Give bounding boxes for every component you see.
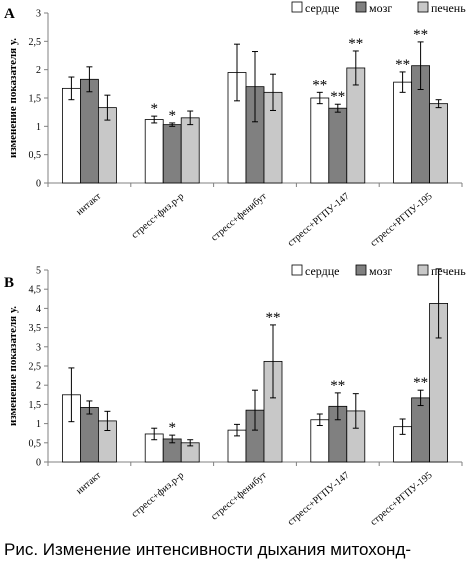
panel1-bar-мозг: [328, 107, 348, 184]
panel2-legend-swatch-мозг: [355, 264, 367, 276]
panel1-y-tick-label: 0: [36, 179, 41, 190]
panel2-y-tick-label: 0,5: [29, 438, 42, 449]
panel2-category-label: интакт: [74, 469, 104, 496]
panel2-significance-mark: **: [413, 375, 428, 391]
panel1-significance-mark: **: [312, 77, 327, 93]
panel2-category-label: стресс+фенибут: [209, 469, 269, 522]
panel2-y-tick-label: 2,5: [29, 362, 42, 373]
panel2-legend-label-печень: печень: [431, 264, 466, 278]
panel2-bar-мозг: [80, 407, 99, 463]
panel2-label: B: [4, 275, 14, 291]
panel2-y-tick-label: 0: [36, 458, 41, 469]
panel1-bar-сердце: [62, 87, 81, 184]
panel2-y-tick-label: 1: [36, 419, 41, 430]
panel1-category-label: стресс+физ.р-р: [129, 191, 186, 241]
panel1-category-label: интакт: [74, 190, 104, 217]
panel1-legend-label-сердце: сердце: [305, 1, 340, 15]
panel1-y-tick-label: 1,5: [29, 94, 42, 105]
panel1-y-axis-title: изменение показателя у.: [7, 38, 19, 158]
panel1-y-tick-label: 3: [36, 9, 41, 20]
panel1-bar-печень: [429, 103, 449, 184]
panel1-y-tick-label: 2,5: [29, 37, 42, 48]
panel2-bar-сердце: [310, 419, 330, 463]
panel1-significance-mark: **: [348, 36, 363, 52]
panel1-significance-mark: *: [150, 101, 158, 117]
panel1-legend-swatch-мозг: [355, 1, 367, 13]
panel1-category-label: стресс+РГПУ-147: [286, 191, 352, 249]
panel2-y-tick-label: 2: [36, 381, 41, 392]
panel2-significance-mark: **: [330, 378, 345, 394]
panel2-legend-label-мозг: мозг: [369, 264, 392, 278]
panel2-legend-label-сердце: сердце: [305, 264, 340, 278]
panel2-legend-swatch-сердце: [291, 264, 303, 276]
panel2-significance-mark: **: [266, 310, 281, 326]
panel1-category-label: стресс+РГПУ-195: [368, 191, 434, 249]
panel2-significance-mark: *: [168, 420, 176, 436]
panel2-category-label: стресс+РГПУ-147: [286, 470, 352, 528]
panel1-legend-label-печень: печень: [431, 1, 466, 15]
panel1-legend-label-мозг: мозг: [369, 1, 392, 15]
panel1-bar-сердце: [144, 119, 164, 184]
panel1-legend-swatch-печень: [417, 1, 429, 13]
panel1-bar-мозг: [162, 124, 182, 184]
panel2-y-tick-label: 5: [36, 266, 41, 277]
panel1-legend-swatch-сердце: [291, 1, 303, 13]
panel1-significance-mark: **: [413, 27, 428, 43]
panel2-category-label: стресс+РГПУ-195: [368, 470, 434, 528]
panel1-significance-mark: *: [168, 108, 176, 124]
panel1-bar-мозг: [80, 78, 99, 184]
panel1-bar-сердце: [310, 97, 330, 184]
panel2-y-axis-title: изменение показателя у.: [7, 306, 19, 426]
panel1-category-label: стресс+фенибут: [209, 190, 269, 243]
panel1-y-tick-label: 0,5: [29, 150, 42, 161]
panel2-category-label: стресс+физ.р-р: [129, 470, 186, 520]
panel2-y-tick-label: 3,5: [29, 323, 42, 334]
figure-caption: Рис. Изменение интенсивности дыхания мит…: [4, 540, 412, 559]
panel1-label: А: [4, 6, 15, 22]
panel1-significance-mark: **: [330, 89, 345, 105]
panel1-y-tick-label: 2: [36, 65, 41, 76]
panel1-significance-mark: **: [395, 57, 410, 73]
panel2-y-tick-label: 4: [36, 304, 41, 315]
panel2-legend-swatch-печень: [417, 264, 429, 276]
panel2-y-tick-label: 4,5: [29, 285, 42, 296]
panel2-bar-мозг: [411, 397, 431, 463]
panel1-y-tick-label: 1: [36, 122, 41, 133]
panel1-bar-сердце: [393, 81, 413, 184]
panel1-bar-печень: [180, 117, 200, 184]
panel2-y-tick-label: 3: [36, 342, 41, 353]
panel2-y-tick-label: 1,5: [29, 400, 42, 411]
